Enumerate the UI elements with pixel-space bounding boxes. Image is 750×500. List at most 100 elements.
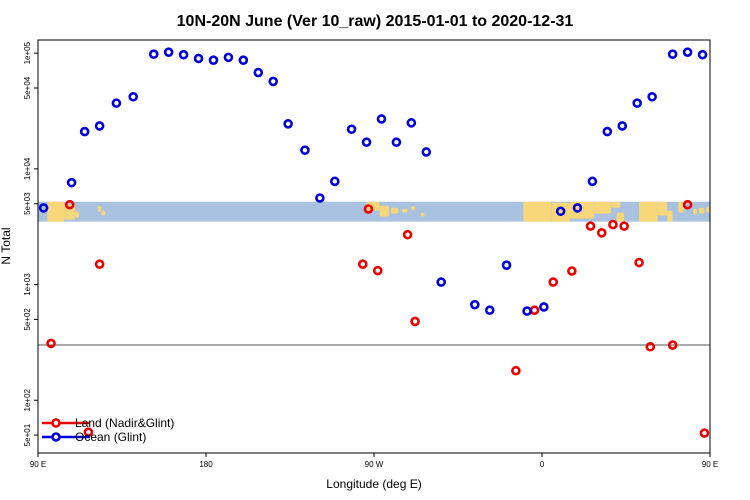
ocean-point <box>111 98 122 108</box>
land-point <box>363 204 374 214</box>
ocean-point <box>539 302 549 312</box>
land-point <box>94 259 105 269</box>
ocean-point <box>300 145 310 156</box>
land-legend-marker <box>51 418 61 428</box>
chart-title: 10N-20N June (Ver 10_raw) 2015-01-01 to … <box>177 13 574 30</box>
land-mass <box>693 208 697 215</box>
ocean-point <box>602 126 613 137</box>
ocean-point <box>647 91 657 102</box>
ocean-point <box>38 203 49 213</box>
y-tick-label: 5e+02 <box>23 308 32 331</box>
land-point <box>619 221 629 231</box>
land-point <box>372 265 383 276</box>
ocean-point <box>283 119 293 129</box>
ocean-point <box>406 118 417 128</box>
x-tick-label: 90 W <box>365 460 384 469</box>
land-mass <box>706 206 710 213</box>
ocean-point <box>522 306 532 316</box>
ocean-legend-marker <box>51 432 61 442</box>
land-mass <box>75 211 80 218</box>
y-tick-label: 1e+02 <box>23 388 32 411</box>
ocean-point <box>572 203 583 213</box>
land-point <box>548 277 559 287</box>
land-mass <box>698 207 705 214</box>
land-point <box>699 428 710 438</box>
ocean-point <box>667 49 678 59</box>
x-axis: 90 E 180 90 W 0 90 E <box>30 453 718 469</box>
land-mass <box>420 212 425 217</box>
ocean-point <box>223 52 234 63</box>
land-mass <box>639 201 658 222</box>
land-mass <box>657 201 668 216</box>
land-mass <box>379 205 389 217</box>
ocean-point <box>94 121 105 131</box>
y-tick-label: 5e+01 <box>23 423 32 446</box>
land-mass <box>411 205 416 211</box>
x-tick-label: 90 E <box>30 460 46 469</box>
plot-frame <box>37 39 711 454</box>
ocean-point <box>697 49 708 60</box>
y-tick-label: 1e+05 <box>23 41 32 64</box>
ocean-point <box>682 47 693 57</box>
ocean-point <box>587 176 598 187</box>
land-mass <box>402 208 408 213</box>
ocean-point <box>469 299 480 310</box>
land-point <box>645 341 656 352</box>
ocean-point <box>66 177 77 188</box>
ocean-legend-label: Ocean (Glint) <box>75 430 146 444</box>
land-mass <box>667 210 673 222</box>
ocean-point <box>208 55 219 65</box>
ocean-point <box>617 121 628 131</box>
land-point <box>667 340 678 350</box>
land-point <box>83 427 94 437</box>
land-point <box>511 365 521 376</box>
ocean-point <box>632 98 643 108</box>
x-axis-label: Longitude (deg E) <box>326 477 421 491</box>
land-point <box>585 221 596 231</box>
land-mass <box>594 201 612 214</box>
y-tick-label: 5e+04 <box>23 76 32 99</box>
land-point <box>357 259 368 269</box>
ocean-point <box>391 137 402 148</box>
land-mass <box>97 205 102 212</box>
land-point <box>529 305 540 316</box>
world-map-strip <box>38 201 710 222</box>
ocean-point <box>376 114 387 124</box>
land-mass <box>611 201 621 208</box>
ocean-point <box>193 53 204 64</box>
land-point <box>716 261 723 268</box>
ocean-point <box>436 277 447 287</box>
ocean-point <box>484 305 495 316</box>
ocean-point <box>555 206 566 217</box>
land-mass <box>101 210 106 216</box>
ocean-point <box>421 147 432 157</box>
ocean-point <box>148 49 159 59</box>
land-mass <box>47 201 65 222</box>
ocean-point <box>253 67 264 78</box>
land-mass <box>523 201 552 222</box>
land-point <box>567 266 577 276</box>
data-points <box>38 47 723 438</box>
ocean-point <box>346 124 357 135</box>
x-tick-label: 90 E <box>702 460 718 469</box>
y-tick-label: 1e+04 <box>23 157 32 180</box>
land-point <box>64 199 75 210</box>
land-mass <box>390 207 399 214</box>
land-point <box>682 199 693 210</box>
ocean-point <box>128 91 138 102</box>
land-point <box>596 228 607 238</box>
ocean-point <box>238 55 249 65</box>
land-point <box>634 257 644 268</box>
ocean-point <box>329 176 340 187</box>
y-axis: 5e+01 1e+02 5e+02 1e+03 5e+03 1e+04 5e+04 1e+05 <box>23 41 38 446</box>
ocean-point <box>361 137 372 148</box>
y-tick-label: 5e+03 <box>23 192 32 215</box>
land-mass <box>616 212 625 222</box>
ocean-point <box>315 193 325 203</box>
land-point <box>608 219 618 230</box>
land-point <box>46 338 56 349</box>
y-axis-label: N Total <box>0 227 13 264</box>
ocean-point <box>79 126 90 137</box>
ocean-point <box>268 76 279 87</box>
